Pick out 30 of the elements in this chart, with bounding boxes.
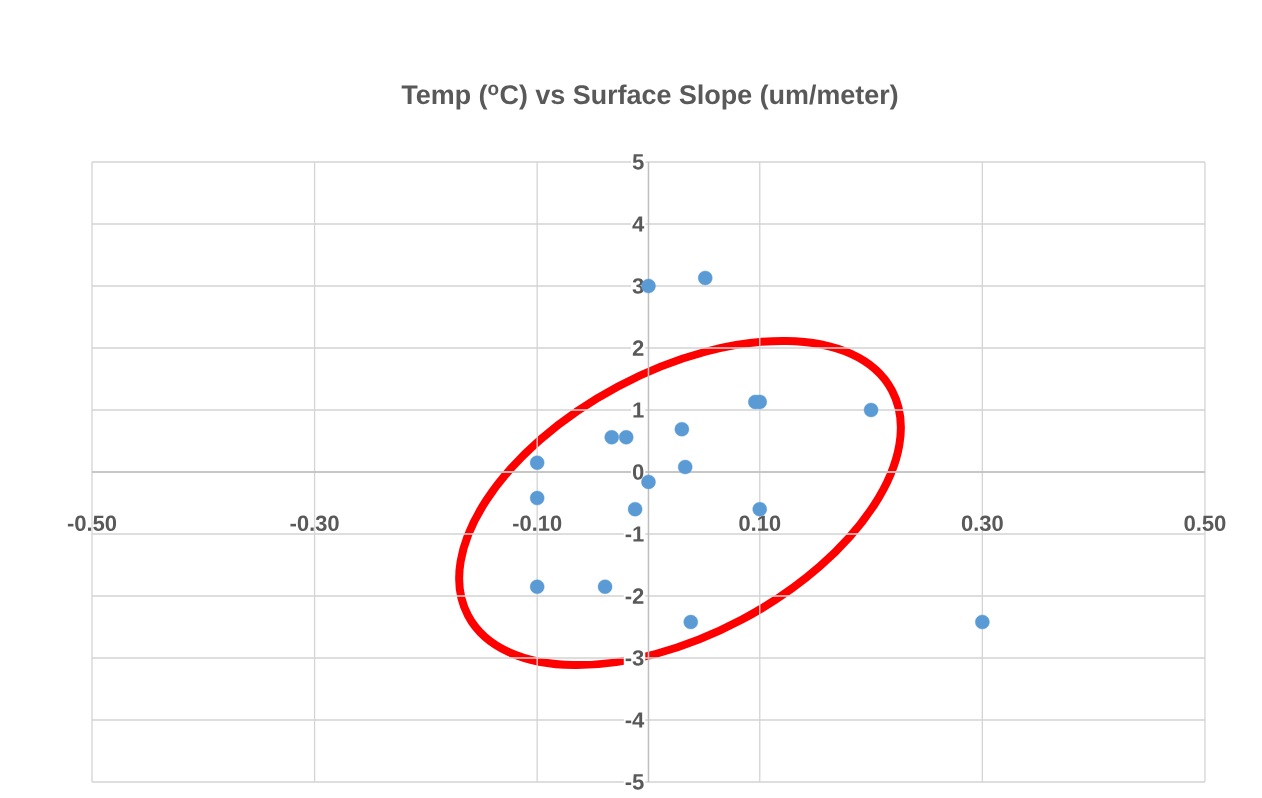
point (698, 270, 713, 286)
y-tick-label: 1 (633, 402, 644, 418)
x-tick-label: -0.50 (67, 515, 117, 532)
point (597, 579, 613, 594)
x-tick-label: 0.30 (961, 515, 1003, 532)
y-tick-label: 4 (632, 216, 645, 232)
point (674, 422, 690, 437)
y-tick-label: -4 (625, 712, 645, 728)
point (975, 614, 990, 630)
x-tick-label: 0.10 (739, 515, 781, 532)
point (619, 430, 634, 445)
y-tick-label: 2 (632, 340, 644, 356)
y-tick-label: -2 (625, 588, 644, 604)
x-tick-label: 0.50 (1184, 515, 1226, 532)
y-tick-label: -3 (625, 650, 644, 666)
point (678, 459, 693, 475)
x-tick-label: -0.30 (290, 515, 339, 532)
point (683, 614, 698, 630)
point (627, 501, 643, 517)
chart-title: Temp ($^{o}$C) vs Surface Slope (um/meter) (401, 84, 898, 110)
x-tick-label: -0.10 (513, 515, 562, 532)
y-tick-label: -1 (625, 526, 644, 542)
point (604, 430, 619, 445)
point (529, 579, 545, 594)
point (863, 402, 879, 418)
y-tick-label: 5 (632, 154, 644, 170)
point (529, 455, 545, 470)
point (529, 490, 545, 506)
y-tick-label: 0 (632, 464, 644, 480)
y-tick-label: -5 (625, 774, 644, 790)
